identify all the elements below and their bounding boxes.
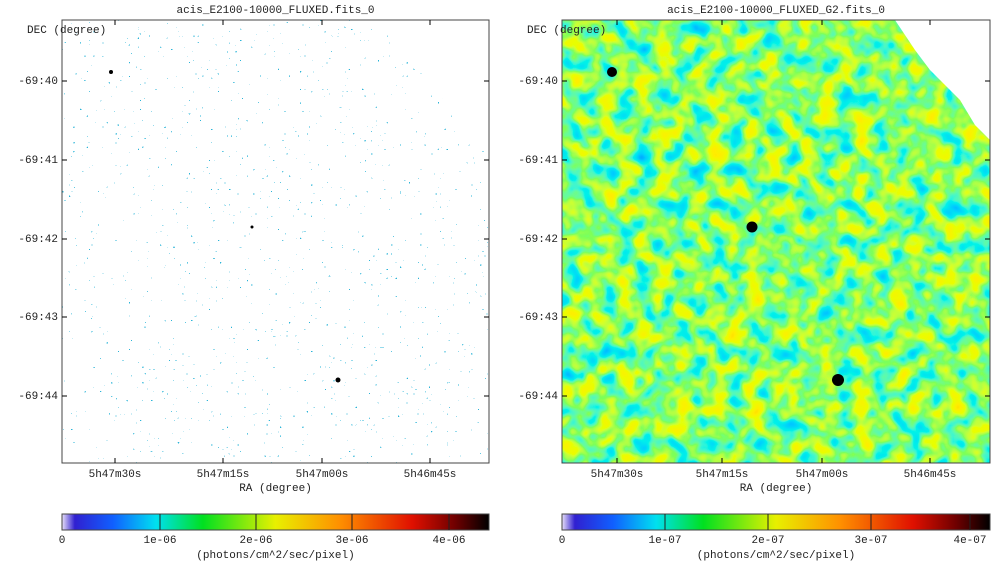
- colorbar-tick-label: 3e-07: [854, 535, 887, 547]
- source: [607, 67, 617, 77]
- colorbar-tick-label: 0: [59, 535, 66, 547]
- y-axis-label: DEC (degree): [27, 25, 106, 37]
- y-tick-label: -69:44: [18, 391, 58, 403]
- y-tick-label: -69:43: [518, 312, 558, 324]
- y-tick-label: -69:42: [18, 234, 58, 246]
- image-edge: [400, 20, 489, 155]
- colorbar-label: (photons/cm^2/sec/pixel): [697, 550, 855, 562]
- colorbar-tick-label: 2e-07: [751, 535, 784, 547]
- source: [250, 225, 254, 229]
- y-tick-label: -69:40: [518, 76, 558, 88]
- image-edge: [895, 20, 990, 140]
- colorbar: [61, 513, 490, 531]
- x-tick-label: 5h46m45s: [904, 469, 957, 481]
- colorbar-tick-label: 4e-06: [432, 535, 465, 547]
- x-tick-label: 5h47m15s: [696, 469, 749, 481]
- panel-title: acis_E2100-10000_FLUXED_G2.fits_0: [667, 5, 885, 17]
- image: [562, 20, 990, 463]
- x-tick-label: 5h47m30s: [89, 469, 142, 481]
- frame: [61, 19, 490, 464]
- y-tick-label: -69:44: [518, 391, 558, 403]
- x-tick-label: 5h46m45s: [404, 469, 457, 481]
- x-axis-label: RA (degree): [239, 483, 312, 495]
- y-tick-label: -69:41: [518, 155, 558, 167]
- source: [746, 221, 758, 233]
- panel-title: acis_E2100-10000_FLUXED.fits_0: [176, 5, 374, 17]
- colorbar-tick-label: 1e-07: [648, 535, 681, 547]
- y-tick-label: -69:40: [18, 76, 58, 88]
- x-tick-label: 5h47m00s: [296, 469, 349, 481]
- y-axis-label: DEC (degree): [527, 25, 606, 37]
- colorbar-label: (photons/cm^2/sec/pixel): [196, 550, 354, 562]
- colorbar: [561, 513, 991, 531]
- colorbar-tick-label: 0: [559, 535, 566, 547]
- image: [62, 20, 489, 463]
- source: [109, 70, 113, 74]
- frame: [561, 19, 991, 464]
- y-tick-label: -69:42: [518, 234, 558, 246]
- colorbar-tick-label: 2e-06: [239, 535, 272, 547]
- x-tick-label: 5h47m30s: [591, 469, 644, 481]
- source: [832, 374, 844, 386]
- y-tick-label: -69:41: [18, 155, 58, 167]
- x-tick-label: 5h47m15s: [197, 469, 250, 481]
- colorbar-tick-label: 1e-06: [143, 535, 176, 547]
- x-axis-label: RA (degree): [740, 483, 813, 495]
- colorbar-tick-label: 4e-07: [953, 535, 986, 547]
- colorbar-tick-label: 3e-06: [335, 535, 368, 547]
- y-tick-label: -69:43: [18, 312, 58, 324]
- source: [335, 377, 341, 383]
- x-tick-label: 5h47m00s: [796, 469, 849, 481]
